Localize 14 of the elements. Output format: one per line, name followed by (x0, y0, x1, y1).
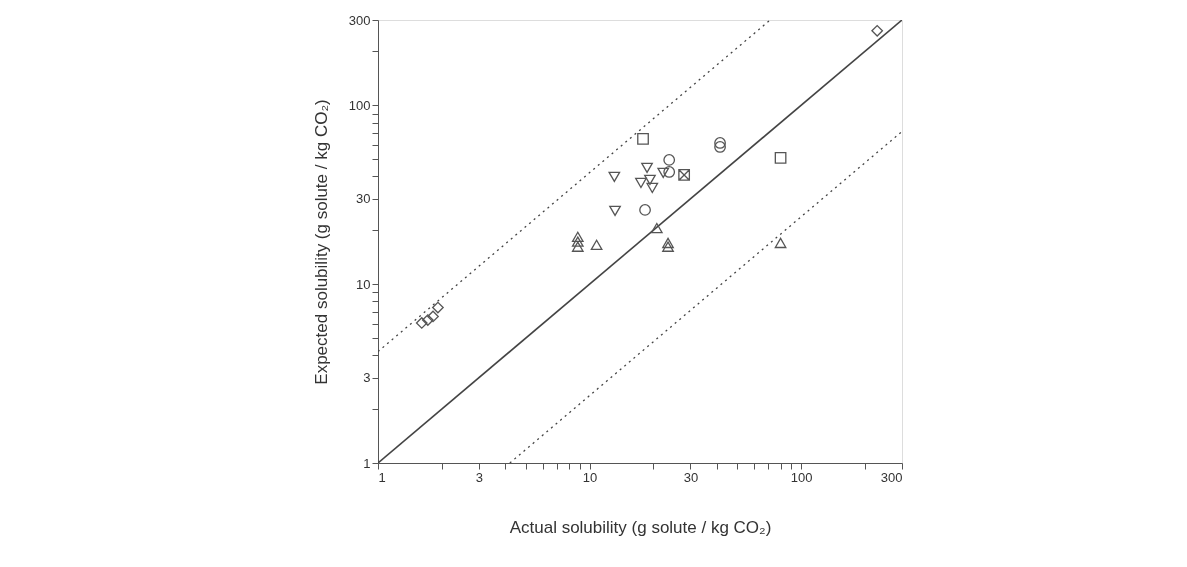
y-tick-label: 300 (348, 12, 371, 28)
x-tick-label: 100 (790, 469, 813, 485)
x-axis-title: Actual solubility (g solute / kg CO₂) (509, 517, 772, 537)
x-tick-label: 300 (880, 469, 903, 485)
x-tick-label: 10 (582, 469, 598, 485)
y-axis-title: Expected solubility (g solute / kg CO₂) (311, 99, 331, 385)
x-tick-label: 1 (378, 469, 386, 485)
y-tick-label: 10 (356, 276, 371, 292)
y-tick-label: 1 (363, 455, 371, 471)
x-tick-label: 3 (475, 469, 484, 485)
x-tick-label: 30 (683, 469, 699, 485)
y-tick-label: 30 (356, 191, 371, 207)
y-tick-label: 100 (348, 97, 371, 113)
y-tick-label: 3 (363, 370, 371, 386)
